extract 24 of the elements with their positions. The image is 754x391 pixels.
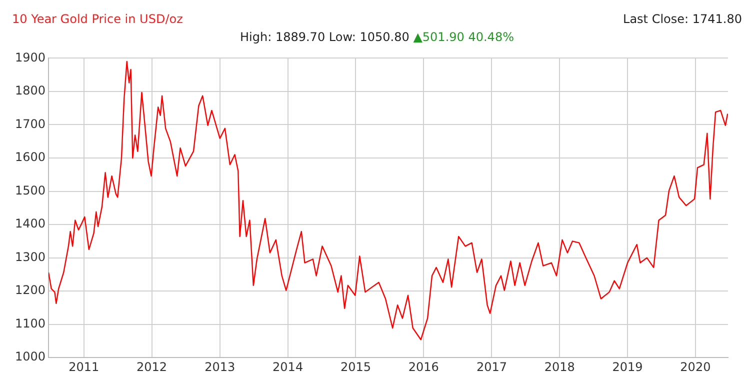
- x-tick-label: 2020: [680, 360, 711, 374]
- y-tick-label: 1500: [14, 183, 46, 198]
- x-tick-label: 2014: [272, 360, 304, 374]
- chart-title: 10 Year Gold Price in USD/oz: [12, 12, 183, 28]
- text: ▲501.90 40.48%: [413, 30, 514, 44]
- x-tick-label: 2015: [340, 360, 371, 374]
- y-tick-label: 1900: [14, 50, 46, 64]
- x-tick-label: 2018: [544, 360, 575, 374]
- x-tick-label: 2011: [68, 360, 100, 374]
- y-tick-label: 1300: [14, 250, 46, 264]
- x-tick-label: 2019: [612, 360, 643, 374]
- y-tick-label: 1000: [14, 350, 46, 364]
- y-tick-label: 1600: [14, 150, 46, 164]
- x-tick-label: 2012: [136, 360, 168, 374]
- y-tick-label: 1200: [14, 283, 46, 298]
- y-tick-label: 1100: [14, 316, 46, 330]
- text: Last Close: 1741.80: [623, 12, 742, 28]
- x-tick-label: 2016: [408, 360, 439, 374]
- chart-subtitle: High: 1889.70 Low: 1050.80: [240, 30, 410, 44]
- x-tick-label: 2017: [476, 360, 507, 374]
- y-tick-label: 1700: [14, 116, 46, 131]
- x-tick-label: 2013: [204, 360, 236, 374]
- y-tick-label: 1400: [14, 216, 46, 231]
- y-tick-label: 1800: [14, 84, 46, 98]
